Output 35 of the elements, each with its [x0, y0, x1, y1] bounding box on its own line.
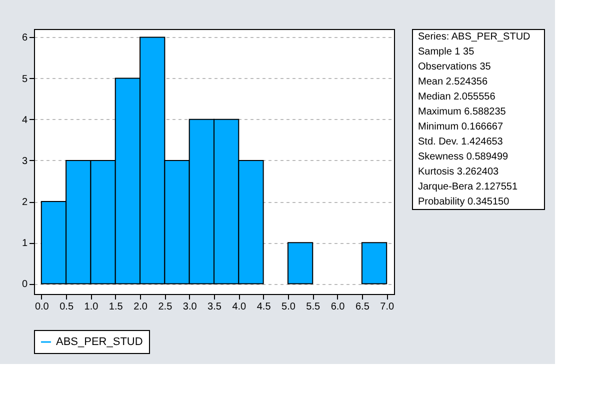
x-tick-label: 3.0 [182, 302, 198, 312]
x-tick-label: 0.5 [60, 302, 74, 312]
y-tick-label: 6 [22, 32, 28, 44]
y-tick-label: 4 [22, 114, 28, 126]
y-tick-label: 5 [22, 74, 28, 85]
text: Series: ABS_PER_STUD [418, 32, 530, 42]
y-tick-label: 0 [22, 279, 28, 290]
x-tick-label: 6.5 [355, 302, 370, 312]
text: Skewness 0.589499 [418, 152, 508, 162]
text: Minimum 0.166667 [418, 122, 504, 132]
legend-label: ABS_PER_STUD [56, 336, 143, 348]
text: Median 2.055556 [418, 92, 496, 102]
x-tick-label: 1.0 [84, 302, 99, 312]
text: Kurtosis 3.262403 [418, 166, 500, 178]
y-tick-label: 1 [22, 238, 28, 250]
text: Observations 35 [418, 62, 492, 72]
x-tick-label: 0.0 [34, 302, 50, 312]
x-tick-label: 7.0 [380, 302, 394, 312]
text: Probability 0.345150 [418, 196, 510, 208]
x-tick-label: 4.5 [256, 302, 272, 312]
x-tick-label: 5.0 [282, 302, 296, 312]
text: Jarque-Bera 2.127551 [418, 182, 518, 192]
text: Std. Dev. 1.424653 [418, 136, 504, 148]
x-tick-label: 3.5 [208, 302, 222, 312]
x-tick-label: 2.5 [158, 302, 173, 312]
y-tick-label: 3 [22, 156, 28, 167]
text: Maximum 6.588235 [418, 106, 506, 118]
x-tick-label: 1.5 [108, 302, 124, 312]
x-tick-label: 4.0 [232, 302, 247, 312]
y-tick-label: 2 [22, 197, 28, 208]
text: Sample 1 35 [418, 46, 475, 58]
x-tick-label: 5.5 [306, 302, 321, 312]
text: Mean 2.524356 [418, 76, 488, 88]
x-tick-label: 2.0 [134, 302, 148, 312]
x-tick-label: 6.0 [330, 302, 346, 312]
